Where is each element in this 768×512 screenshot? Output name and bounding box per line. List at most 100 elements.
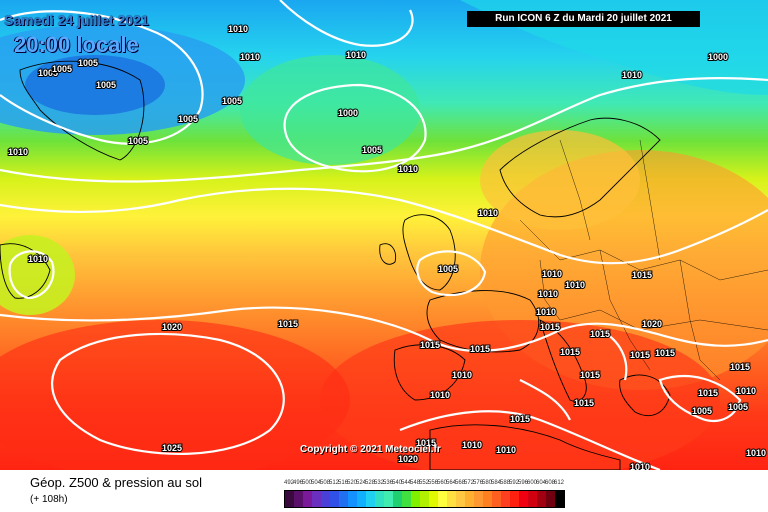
isobar-label: 1015 [590,329,610,339]
isobar-label: 1015 [574,398,594,408]
colorbar-tick-label: 492 [283,480,295,486]
colorbar-swatch [456,491,465,507]
isobar-label: 1015 [560,347,580,357]
isobar-label: 1010 [622,70,642,80]
isobar-label: 1010 [496,445,516,455]
isobar-label: 1005 [692,406,712,416]
colorbar-tick-label: 564 [445,480,457,486]
colorbar-swatch [366,491,375,507]
colorbar-tick-label: 612 [553,480,565,486]
colorbar-tick-label: 520 [346,480,358,486]
isobar-label: 1015 [655,348,675,358]
isobar-label: 1005 [178,114,198,124]
colorbar-swatch [429,491,438,507]
colorbar-swatch [303,491,312,507]
coastlines [0,60,671,470]
colorbar-tick-label: 524 [355,480,367,486]
isobar-label: 1010 [8,147,28,157]
map-canvas: 1010 1005 1005 1005 1005 1010 1005 1005 … [0,0,768,470]
colorbar-swatch [294,491,303,507]
colorbar-tick-label: 560 [436,480,448,486]
colorbar-tick-label: 576 [472,480,484,486]
isobar-label: 1000 [708,52,728,62]
colorbar-tick-label: 544 [400,480,412,486]
isobar-label: 1005 [728,402,748,412]
isobar-label: 1015 [510,414,530,424]
colorbar-swatch [312,491,321,507]
isobar-label: 1020 [162,322,182,332]
isobar-label: 1000 [338,108,358,118]
colorbar-swatch [528,491,537,507]
colorbar-tick-label: 584 [490,480,502,486]
colorbar-swatch [285,491,294,507]
isobar-label: 1005 [52,64,72,74]
colorbar-swatch [519,491,528,507]
isobar-label: 1020 [642,319,662,329]
colorbar-tick-label: 548 [409,480,421,486]
isobar-label: 1025 [162,443,182,453]
colorbar-swatch [438,491,447,507]
run-banner: Run ICON 6 Z du Mardi 20 juillet 2021 [467,11,700,27]
copyright-notice: Copyright © 2021 Meteociel.fr [300,444,441,455]
colorbar-tick-label: 528 [364,480,376,486]
colorbar-swatch [402,491,411,507]
colorbar-tick-label: 552 [418,480,430,486]
colorbar-swatch [330,491,339,507]
isobar-label: 1005 [362,145,382,155]
isobar-label: 1010 [430,390,450,400]
isobar-label: 1005 [96,80,116,90]
isobar-label: 1010 [565,280,585,290]
weather-map: 1010 1005 1005 1005 1005 1010 1005 1005 … [0,0,768,470]
colorbar-swatch [465,491,474,507]
colorbar-swatch [339,491,348,507]
mediterranean-ridge [320,320,720,470]
colorbar-tick-label: 592 [508,480,520,486]
isobar-labels: 1010 1005 1005 1005 1005 1010 1005 1005 … [7,23,767,470]
scandinavia-ridge [480,130,640,230]
trough-zone [240,55,420,165]
colorbar-swatch [393,491,402,507]
isobar-label: 1010 [240,52,260,62]
colorbar-tick-label: 568 [454,480,466,486]
colorbar-tick-label: 500 [301,480,313,486]
colorbar-swatch [411,491,420,507]
colorbar-tick-label: 600 [526,480,538,486]
isobar-label: 1005 [128,136,148,146]
colorbar-tick-label: 504 [310,480,322,486]
colorbar-tick-label: 588 [499,480,511,486]
colorbar-tick-label: 532 [373,480,385,486]
colorbar-swatch [447,491,456,507]
isobar-label: 1015 [730,362,750,372]
isobar-label: 1010 [536,307,556,317]
isobar-label: 1015 [698,388,718,398]
isobar-label: 1005 [38,68,58,78]
isobar-label: 1010 [746,448,766,458]
isobar-label: 1010 [452,370,472,380]
colorbar-tick-label: 508 [319,480,331,486]
colorbar-swatch [555,491,564,507]
colorbar-swatch [474,491,483,507]
colorbar-swatch [321,491,330,507]
valid-date: Samedi 24 juillet 2021 [4,12,149,28]
isobar-label: 1015 [416,438,436,448]
colorbar-swatch [537,491,546,507]
isobars [0,0,768,470]
isobar-label: 1010 [538,289,558,299]
colorbar-tick-label: 580 [481,480,493,486]
isobar-label: 1005 [78,58,98,68]
lead-time: (+ 108h) [30,494,68,505]
colorbar-swatch [483,491,492,507]
colorbar-tick-label: 516 [337,480,349,486]
isobar-label: 1015 [632,270,652,280]
colorbar-tick-label: 496 [292,480,304,486]
isobar-label: 1010 [478,208,498,218]
valid-time: 20:00 locale [14,32,139,57]
colorbar-tick-label: 540 [391,480,403,486]
colorbar [284,490,565,508]
field-title: Géop. Z500 & pression au sol [30,475,202,490]
borders [519,139,768,381]
colorbar-swatch [546,491,555,507]
deep-low-zone [25,55,165,115]
colorbar-tick-label: 604 [535,480,547,486]
colorbar-tick-label: 572 [463,480,475,486]
